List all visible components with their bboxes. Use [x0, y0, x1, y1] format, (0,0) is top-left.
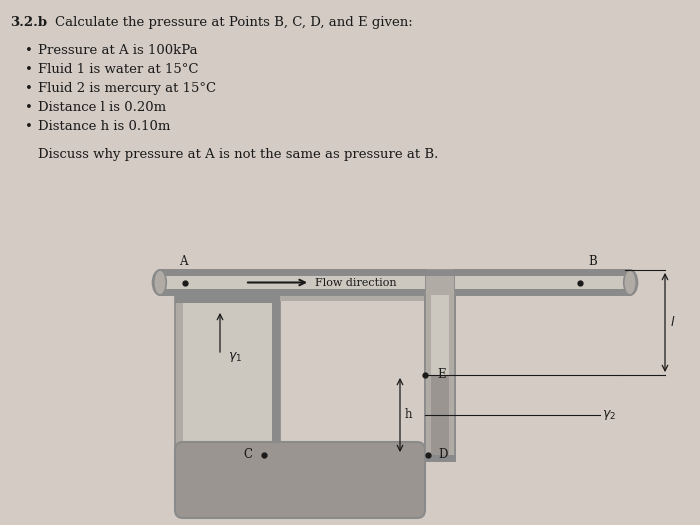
Bar: [455, 289, 630, 295]
Bar: [162, 276, 425, 289]
Bar: [183, 295, 272, 455]
Bar: [175, 295, 280, 303]
Bar: [425, 295, 455, 301]
Text: $l$: $l$: [670, 316, 676, 330]
Text: Fluid 1 is water at 15°C: Fluid 1 is water at 15°C: [38, 63, 199, 76]
Text: Fluid 2 is mercury at 15°C: Fluid 2 is mercury at 15°C: [38, 82, 216, 95]
Bar: [160, 270, 425, 295]
Bar: [455, 270, 630, 276]
Text: •: •: [25, 63, 33, 76]
FancyBboxPatch shape: [175, 442, 425, 518]
Text: •: •: [25, 101, 33, 114]
Text: Discuss why pressure at A is not the same as pressure at B.: Discuss why pressure at A is not the sam…: [38, 148, 438, 161]
Text: E: E: [437, 369, 446, 382]
Ellipse shape: [624, 270, 636, 295]
Text: •: •: [25, 44, 33, 57]
Ellipse shape: [154, 270, 167, 295]
Bar: [425, 455, 455, 461]
Text: Distance l is 0.20m: Distance l is 0.20m: [38, 101, 166, 114]
Bar: [163, 276, 425, 289]
Text: 3.2.b: 3.2.b: [10, 16, 47, 29]
Bar: [175, 295, 280, 461]
Bar: [431, 295, 449, 375]
Text: •: •: [25, 120, 33, 133]
Bar: [425, 270, 455, 461]
Bar: [431, 375, 449, 455]
Bar: [455, 270, 630, 276]
Text: C: C: [243, 448, 252, 461]
Text: $\gamma_1$: $\gamma_1$: [228, 350, 242, 364]
Bar: [425, 455, 455, 461]
Bar: [455, 289, 630, 295]
Ellipse shape: [622, 270, 638, 295]
Bar: [455, 270, 630, 295]
Bar: [455, 276, 628, 289]
Text: h: h: [405, 408, 412, 422]
Bar: [455, 270, 630, 295]
Text: Pressure at A is 100kPa: Pressure at A is 100kPa: [38, 44, 197, 57]
Bar: [160, 270, 425, 276]
Text: Flow direction: Flow direction: [315, 278, 397, 288]
Bar: [431, 295, 449, 375]
Text: $\gamma_2$: $\gamma_2$: [602, 408, 616, 422]
Bar: [425, 295, 455, 461]
Text: D: D: [438, 448, 447, 461]
Text: A: A: [178, 255, 188, 268]
Ellipse shape: [153, 270, 167, 295]
Bar: [175, 455, 431, 461]
Bar: [160, 289, 425, 295]
Text: B: B: [588, 255, 596, 268]
Bar: [455, 276, 627, 289]
Bar: [425, 270, 455, 276]
Bar: [175, 270, 425, 301]
Text: Calculate the pressure at Points B, C, D, and E given:: Calculate the pressure at Points B, C, D…: [55, 16, 413, 29]
Text: •: •: [25, 82, 33, 95]
Text: Distance h is 0.10m: Distance h is 0.10m: [38, 120, 170, 133]
Bar: [272, 301, 280, 455]
Bar: [431, 375, 449, 455]
Bar: [160, 289, 425, 295]
Bar: [160, 270, 425, 295]
Bar: [175, 295, 280, 301]
FancyBboxPatch shape: [185, 449, 415, 511]
Bar: [160, 270, 425, 276]
